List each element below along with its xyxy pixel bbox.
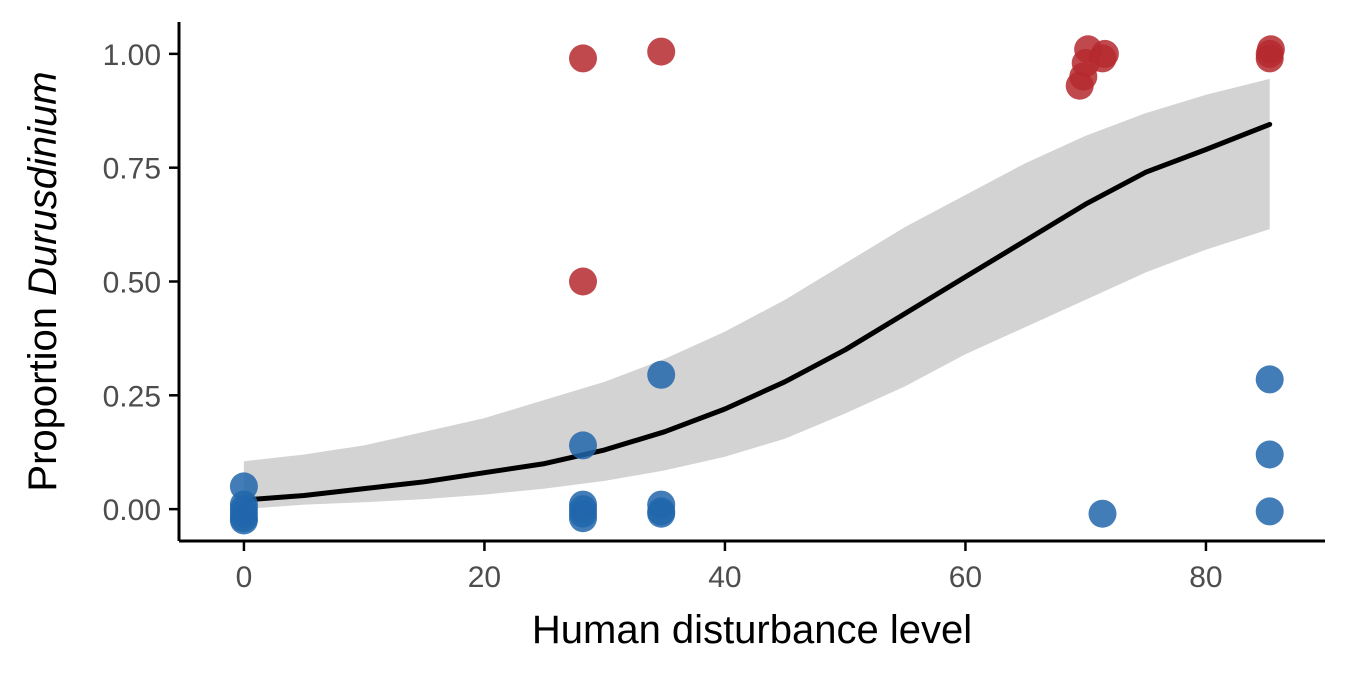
x-tick-label: 40 (708, 561, 741, 594)
data-point (647, 499, 676, 528)
y-tick-label: 0.00 (103, 494, 161, 527)
data-point (569, 267, 597, 296)
y-tick-label: 0.50 (103, 267, 161, 300)
data-point (1255, 440, 1284, 469)
y-tick-label: 0.25 (103, 380, 161, 413)
fit-line-layer (241, 121, 1273, 503)
y-tick-label: 0.75 (103, 153, 161, 186)
tick-labels: 0 20 40 60 80 0.00 0.25 0.50 0.75 1.00 (103, 39, 1223, 594)
x-tick-label: 20 (468, 561, 501, 594)
data-point (1255, 497, 1284, 526)
x-tick-label: 80 (1189, 561, 1222, 594)
data-points-layer (229, 35, 1285, 535)
data-point (1088, 499, 1117, 528)
y-axis-title-plain: Proportion (21, 296, 65, 492)
x-axis-title: Human disturbance level (532, 608, 972, 652)
confidence-band-layer (243, 78, 1270, 510)
y-tick-label: 1.00 (103, 39, 161, 72)
data-point (229, 506, 258, 535)
x-tick-label: 0 (236, 561, 253, 594)
data-point (569, 504, 597, 533)
confidence-band (243, 78, 1270, 510)
axes (169, 22, 1325, 551)
data-point (569, 44, 597, 73)
fit-line (241, 121, 1273, 503)
y-axis-title: Proportion Durusdinium (21, 71, 65, 491)
x-tick-label: 60 (949, 561, 982, 594)
data-point (647, 37, 676, 66)
data-point (1256, 35, 1285, 64)
data-point (1255, 365, 1284, 394)
data-point (1090, 39, 1119, 68)
data-point (569, 431, 597, 460)
data-point (647, 360, 676, 389)
y-axis-title-italic: Durusdinium (21, 71, 65, 296)
